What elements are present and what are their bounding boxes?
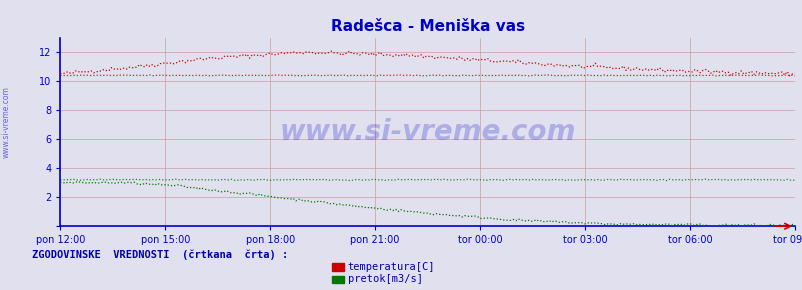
Text: ZGODOVINSKE  VREDNOSTI  (črtkana  črta) :: ZGODOVINSKE VREDNOSTI (črtkana črta) :: [32, 250, 288, 260]
Title: Radešca - Meniška vas: Radešca - Meniška vas: [330, 19, 524, 34]
Text: temperatura[C]: temperatura[C]: [347, 262, 435, 272]
Text: www.si-vreme.com: www.si-vreme.com: [2, 86, 11, 158]
Text: pretok[m3/s]: pretok[m3/s]: [347, 274, 422, 284]
Text: www.si-vreme.com: www.si-vreme.com: [279, 118, 575, 146]
